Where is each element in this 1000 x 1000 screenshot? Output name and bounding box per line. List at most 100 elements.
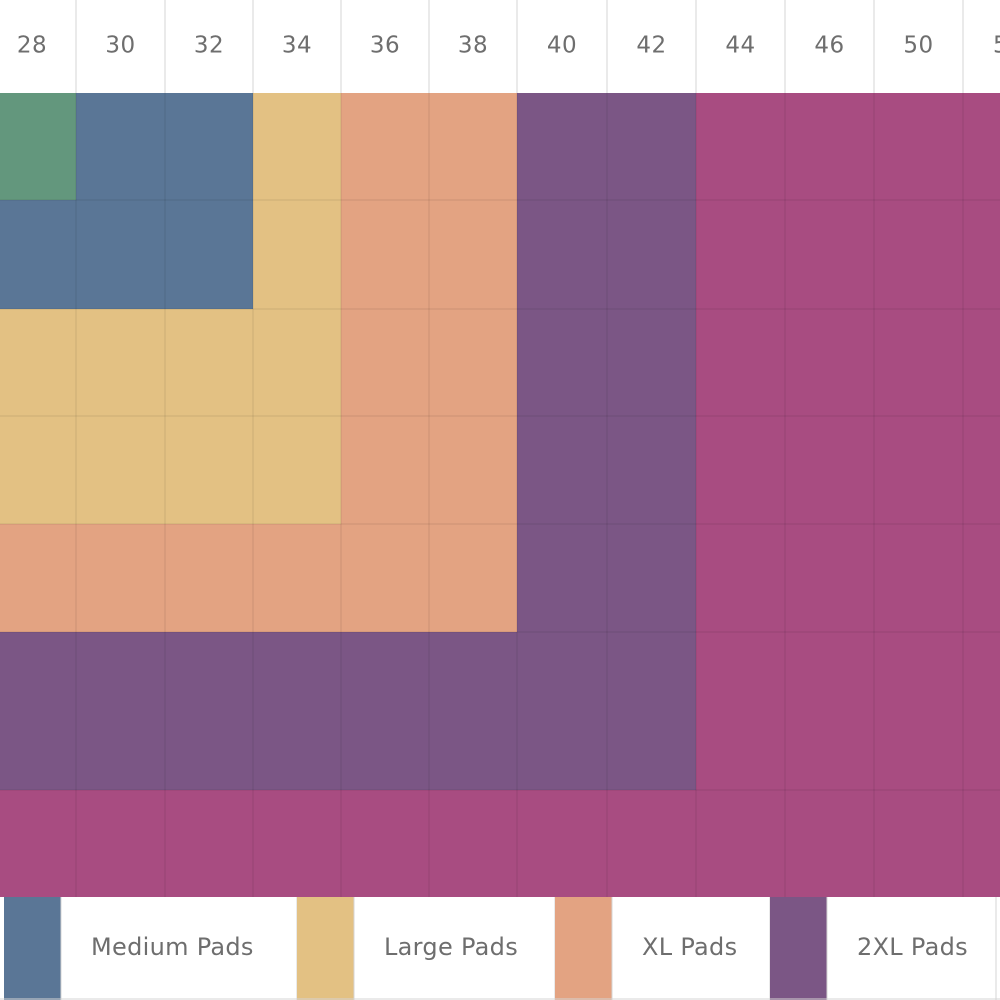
legend-item-2xl: 2XL Pads bbox=[770, 897, 997, 1000]
heatmap-cell-3xl bbox=[253, 790, 341, 897]
heatmap-cell-2xl bbox=[607, 632, 696, 790]
heatmap-cell-xl bbox=[0, 524, 76, 632]
heatmap-cell-3xl bbox=[963, 632, 1000, 790]
heatmap-cell-l bbox=[253, 309, 341, 416]
x-tick-label: 38 bbox=[458, 33, 488, 59]
heatmap-cell-3xl bbox=[696, 416, 785, 524]
heatmap-cell-3xl bbox=[963, 309, 1000, 416]
heatmap-cell-xl bbox=[341, 416, 429, 524]
heatmap-cell-3xl bbox=[696, 309, 785, 416]
heatmap-cell-2xl bbox=[607, 200, 696, 309]
heatmap-cell-3xl bbox=[341, 790, 429, 897]
x-tick-label: 36 bbox=[370, 33, 400, 59]
x-tick-label: 46 bbox=[814, 33, 844, 59]
heatmap-cell-2xl bbox=[517, 416, 607, 524]
heatmap-cell-xl bbox=[429, 524, 517, 632]
heatmap-cell-3xl bbox=[874, 632, 963, 790]
heatmap-cell-3xl bbox=[696, 93, 785, 200]
heatmap-cell-3xl bbox=[429, 790, 517, 897]
heatmap-cell-l bbox=[253, 416, 341, 524]
heatmap-cell-xl bbox=[429, 200, 517, 309]
x-tick-label: 50 bbox=[903, 33, 933, 59]
heatmap-cell-3xl bbox=[785, 416, 874, 524]
heatmap-cell-2xl bbox=[0, 632, 76, 790]
heatmap-cell-3xl bbox=[785, 632, 874, 790]
heatmap-cell-3xl bbox=[874, 309, 963, 416]
heatmap-cell-xl bbox=[253, 524, 341, 632]
heatmap-cell-3xl bbox=[874, 790, 963, 897]
heatmap-cell-3xl bbox=[874, 416, 963, 524]
heatmap-cell-3xl bbox=[76, 790, 165, 897]
legend-swatch bbox=[4, 897, 61, 1000]
heatmap-cell-l bbox=[165, 416, 253, 524]
legend-swatch bbox=[297, 897, 354, 1000]
legend-swatch bbox=[555, 897, 612, 1000]
heatmap-cell-2xl bbox=[341, 632, 429, 790]
heatmap-cell-xl bbox=[341, 200, 429, 309]
heatmap-cell-3xl bbox=[517, 790, 607, 897]
column-header-row: 28 30 32 34 36 38 40 42 44 46 50 5 bbox=[0, 0, 1000, 93]
heatmap-cell-3xl bbox=[963, 93, 1000, 200]
legend-label: 2XL Pads bbox=[857, 933, 968, 961]
heatmap-cell-xl bbox=[341, 524, 429, 632]
legend-label: Medium Pads bbox=[91, 933, 254, 961]
heatmap-cell-3xl bbox=[696, 632, 785, 790]
heatmap-cells bbox=[0, 93, 1000, 897]
legend-label: XL Pads bbox=[642, 933, 737, 961]
heatmap-cell-m bbox=[76, 93, 165, 200]
heatmap-cell-3xl bbox=[696, 200, 785, 309]
heatmap-cell-3xl bbox=[785, 93, 874, 200]
heatmap-cell-m bbox=[0, 200, 76, 309]
heatmap-cell-xl bbox=[165, 524, 253, 632]
heatmap-cell-l bbox=[0, 309, 76, 416]
heatmap-cell-l bbox=[253, 200, 341, 309]
legend-item-xl: XL Pads bbox=[555, 897, 771, 1000]
heatmap-cell-3xl bbox=[785, 309, 874, 416]
heatmap-cell-m bbox=[165, 200, 253, 309]
heatmap-cell-3xl bbox=[785, 200, 874, 309]
heatmap-cell-xl bbox=[429, 93, 517, 200]
heatmap-cell-l bbox=[76, 309, 165, 416]
heatmap-cell-l bbox=[76, 416, 165, 524]
heatmap-cell-2xl bbox=[165, 632, 253, 790]
legend-label: Large Pads bbox=[384, 933, 518, 961]
heatmap-cell-2xl bbox=[517, 524, 607, 632]
heatmap-cell-2xl bbox=[607, 524, 696, 632]
heatmap-cell-3xl bbox=[963, 200, 1000, 309]
legend-background bbox=[0, 897, 1000, 1000]
heatmap-cell-3xl bbox=[696, 524, 785, 632]
heatmap-cell-2xl bbox=[607, 309, 696, 416]
heatmap-cell-l bbox=[0, 416, 76, 524]
heatmap-cell-xl bbox=[76, 524, 165, 632]
heatmap-cell-2xl bbox=[517, 309, 607, 416]
legend: Medium Pads Large Pads XL Pads 2XL Pads bbox=[0, 897, 1000, 1000]
heatmap-cell-3xl bbox=[963, 790, 1000, 897]
heatmap-cell-2xl bbox=[517, 632, 607, 790]
heatmap-cell-3xl bbox=[607, 790, 696, 897]
heatmap-cell-m bbox=[165, 93, 253, 200]
legend-swatch bbox=[770, 897, 827, 1000]
heatmap-cell-2xl bbox=[517, 200, 607, 309]
heatmap-cell-3xl bbox=[165, 790, 253, 897]
x-tick-label: 5 bbox=[993, 33, 1000, 59]
x-tick-label: 42 bbox=[636, 33, 666, 59]
heatmap-cell-xl bbox=[341, 93, 429, 200]
x-tick-label: 30 bbox=[105, 33, 135, 59]
heatmap-cell-l bbox=[165, 309, 253, 416]
heatmap-cell-3xl bbox=[785, 524, 874, 632]
heatmap-cell-3xl bbox=[874, 524, 963, 632]
heatmap-cell-3xl bbox=[696, 790, 785, 897]
heatmap-cell-3xl bbox=[963, 524, 1000, 632]
heatmap-cell-xl bbox=[341, 309, 429, 416]
heatmap-cell-m bbox=[76, 200, 165, 309]
x-tick-label: 28 bbox=[17, 33, 47, 59]
heatmap-cell-3xl bbox=[963, 416, 1000, 524]
x-tick-label: 32 bbox=[194, 33, 224, 59]
heatmap-cell-2xl bbox=[607, 93, 696, 200]
heatmap-cell-2xl bbox=[429, 632, 517, 790]
heatmap-cell-2xl bbox=[76, 632, 165, 790]
x-tick-label: 40 bbox=[547, 33, 577, 59]
heatmap-cell-3xl bbox=[874, 93, 963, 200]
